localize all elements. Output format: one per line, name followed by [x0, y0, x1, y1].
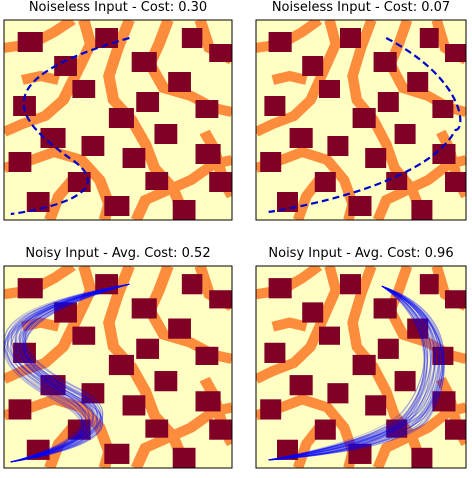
noisy-trajectory [3, 283, 130, 463]
panel-frame [255, 265, 467, 469]
noisy-trajectory [268, 285, 425, 461]
noisy-trajectory [268, 285, 425, 461]
trajectory [268, 37, 462, 214]
panel [255, 265, 467, 469]
noisy-trajectory [268, 285, 426, 461]
noisy-trajectory [10, 283, 130, 463]
noisy-trajectory [268, 285, 445, 461]
panel [3, 19, 233, 221]
noisy-trajectory [10, 283, 130, 463]
noisy-trajectory [268, 285, 439, 461]
noisy-trajectory [10, 283, 130, 463]
noisy-trajectory [268, 285, 432, 461]
noisy-trajectory [268, 285, 443, 461]
noisy-trajectory [10, 283, 130, 463]
noisy-trajectory [268, 285, 432, 461]
noisy-trajectory [10, 283, 130, 463]
noisy-trajectory [268, 285, 445, 461]
noisy-trajectory [10, 283, 130, 463]
noisy-trajectory [268, 285, 428, 461]
noisy-trajectory [4, 283, 130, 463]
noisy-trajectory [268, 285, 436, 461]
noisy-trajectory [268, 285, 436, 461]
panel-frame [3, 19, 233, 221]
noisy-trajectory [10, 283, 130, 463]
noisy-trajectory [268, 285, 443, 461]
noisy-trajectory [268, 285, 445, 461]
noisy-trajectory [10, 283, 130, 463]
noisy-trajectory [10, 283, 130, 463]
noisy-trajectory [268, 285, 440, 461]
noisy-trajectory [268, 285, 441, 461]
noisy-trajectory [268, 285, 429, 461]
noisy-trajectory [10, 283, 130, 463]
noisy-trajectory [10, 283, 130, 463]
noisy-trajectory [268, 285, 437, 461]
trajectory [10, 36, 130, 216]
noisy-trajectory [10, 283, 130, 463]
noisy-trajectory [268, 285, 440, 461]
noisy-trajectory [268, 285, 443, 461]
panel-title: Noiseless Input - Cost: 0.07 [272, 0, 450, 15]
noisy-trajectory [10, 283, 130, 463]
panel-title: Noisy Input - Avg. Cost: 0.52 [25, 246, 210, 261]
noisy-trajectory [268, 285, 436, 461]
noisy-trajectory [6, 283, 130, 463]
noisy-trajectory [10, 283, 130, 463]
noisy-trajectory [268, 285, 433, 461]
noisy-trajectory [268, 285, 428, 461]
panel-title: Noisy Input - Avg. Cost: 0.96 [268, 246, 453, 261]
noisy-trajectory [268, 285, 429, 461]
noisy-trajectory [268, 285, 440, 461]
noisy-trajectory [268, 285, 443, 461]
noisy-trajectory [3, 283, 130, 463]
noisy-trajectory [268, 285, 435, 461]
panel [255, 19, 467, 221]
noisy-trajectory [268, 285, 431, 461]
noisy-trajectory [10, 283, 130, 463]
noisy-trajectory [7, 283, 130, 463]
noisy-trajectory [268, 285, 445, 461]
noisy-trajectory [6, 283, 130, 463]
noisy-trajectory [10, 283, 130, 463]
noisy-trajectory [10, 283, 130, 463]
panel-frame [3, 265, 233, 469]
noisy-trajectory [268, 285, 443, 461]
noisy-trajectory [268, 285, 426, 461]
noisy-trajectory [6, 283, 130, 463]
noisy-trajectory [268, 285, 445, 461]
noisy-trajectory [268, 285, 440, 461]
noisy-trajectory [10, 283, 130, 463]
noisy-trajectory [268, 285, 437, 461]
panel-title: Noiseless Input - Cost: 0.30 [29, 0, 207, 15]
noisy-trajectory [7, 283, 130, 463]
noisy-trajectory [10, 283, 130, 463]
noisy-trajectory [10, 283, 130, 463]
noisy-trajectory [268, 285, 432, 461]
noisy-trajectory [10, 283, 130, 463]
noisy-trajectory [10, 283, 130, 463]
noisy-trajectory [10, 283, 130, 463]
noisy-trajectory [10, 283, 130, 463]
noisy-trajectory [10, 283, 130, 463]
noisy-trajectory [268, 285, 426, 461]
noisy-trajectory [10, 283, 130, 463]
noisy-trajectory [268, 285, 444, 461]
noisy-trajectory [10, 283, 130, 463]
noisy-trajectory [3, 283, 130, 463]
cost-map [4, 20, 232, 220]
noisy-trajectory [268, 285, 445, 461]
noisy-trajectory [4, 283, 130, 463]
noisy-trajectory [268, 285, 428, 461]
noisy-trajectory [268, 285, 426, 461]
noisy-trajectory [4, 283, 130, 463]
noisy-trajectory [10, 283, 130, 463]
noisy-trajectory [10, 283, 130, 463]
panel [3, 265, 233, 469]
panel-frame [255, 19, 467, 221]
cost-map [256, 20, 466, 220]
